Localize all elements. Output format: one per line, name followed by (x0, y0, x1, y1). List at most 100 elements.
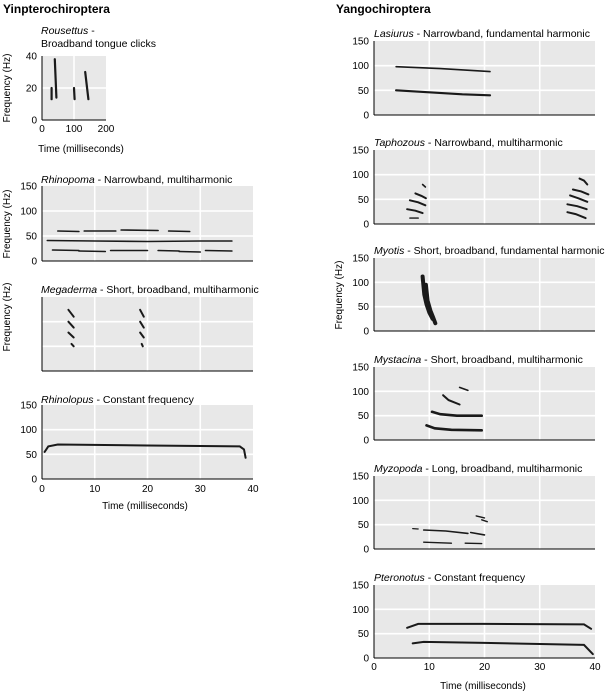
chart-panel: 0 50 100 150 Myotis - Short, broadband, fund… (334, 245, 605, 338)
call-trace (423, 541, 453, 544)
chart-panel: 0 50 100 150 Taphozous - Narrowband, multiha… (352, 137, 595, 231)
chart-panel: 0 50 100 150 Rhinopoma - Narrowband, multiha… (2, 174, 253, 268)
y-tick-label: 0 (363, 436, 369, 447)
title-description: - Short, broadband, multiharmonic (97, 284, 259, 296)
call-trace (120, 229, 159, 232)
call-trace (458, 386, 469, 392)
call-trace (566, 211, 587, 220)
call-trace (395, 65, 491, 73)
call-trace (67, 320, 75, 329)
chart-title: Taphozous - Narrowband, multiharmonic (374, 137, 563, 149)
y-tick-label: 150 (352, 146, 369, 157)
y-tick-label: 100 (352, 278, 369, 289)
y-tick-label: 50 (358, 411, 370, 422)
call-trace (422, 529, 469, 535)
x-axis-label: Time (milliseconds) (440, 681, 526, 691)
call-trace (430, 410, 483, 417)
y-tick-label: 100 (352, 61, 369, 72)
call-trace (51, 249, 80, 252)
title-description: - Narrowband, multiharmonic (425, 137, 563, 149)
call-trace (167, 230, 191, 233)
title-description: - Short, broadband, fundamental harmonic (404, 245, 604, 257)
call-trace (67, 331, 75, 339)
y-tick-label: 100 (20, 207, 37, 218)
title-genus: Pteronotus (374, 572, 426, 584)
call-trace (414, 192, 427, 200)
y-tick-label: 100 (352, 170, 369, 181)
call-trace (408, 199, 427, 207)
title-genus: Myzopoda (374, 463, 423, 475)
chart-panel: Megaderma - Short, broadband, multiharmo… (2, 283, 259, 372)
call-trace (406, 622, 593, 630)
y-tick-label: 0 (31, 257, 37, 268)
call-trace (469, 531, 486, 536)
title-description: - Narrowband, fundamental harmonic (414, 28, 590, 40)
y-axis-label: Frequency (Hz) (2, 190, 13, 259)
call-trace (425, 424, 483, 432)
call-trace (481, 519, 488, 523)
y-axis-label: Frequency (Hz) (2, 54, 13, 123)
y-tick-label: 150 (352, 363, 369, 374)
x-tick-label: 0 (371, 662, 377, 673)
y-tick-label: 50 (26, 450, 38, 461)
chart-title: Myzopoda - Long, broadband, multiharmoni… (374, 463, 582, 475)
y-tick-label: 50 (358, 86, 370, 97)
call-trace (578, 177, 589, 186)
title-genus: Rhinopoma (41, 174, 95, 186)
x-tick-label: 100 (66, 124, 83, 135)
title-genus: Rousettus (41, 25, 89, 37)
title-genus: Myotis (374, 245, 405, 257)
x-tick-label: 200 (98, 124, 115, 135)
x-tick-label: 10 (89, 484, 101, 495)
chart-title: Mystacina - Short, broadband, multiharmo… (374, 354, 583, 366)
call-trace (421, 183, 427, 188)
title-genus: Megaderma (41, 284, 97, 296)
x-tick-label: 10 (424, 662, 436, 673)
chart-title: Lasiurus - Narrowband, fundamental harmo… (374, 28, 590, 40)
y-tick-label: 0 (363, 220, 369, 231)
x-tick-label: 30 (195, 484, 207, 495)
y-tick-label: 50 (358, 302, 370, 313)
chart-panel: 0 50 100 150 Mystacina - Short, broadband, m… (352, 354, 595, 447)
y-tick-label: 150 (352, 254, 369, 265)
title-genus: Mystacina (374, 354, 421, 366)
y-tick-label: 150 (20, 182, 37, 193)
title-description: - Long, broadband, multiharmonic (422, 463, 582, 475)
y-tick-label: 20 (26, 84, 38, 95)
call-trace (411, 640, 594, 656)
x-tick-label: 20 (479, 662, 491, 673)
y-tick-label: 50 (358, 629, 370, 640)
y-tick-label: 150 (352, 581, 369, 592)
y-tick-label: 0 (31, 116, 37, 127)
x-axis-label: Time (milliseconds) (38, 144, 124, 155)
call-trace (406, 208, 424, 215)
y-tick-label: 150 (20, 401, 37, 412)
y-tick-label: 50 (358, 195, 370, 206)
chart-title: Myotis - Short, broadband, fundamental h… (374, 245, 605, 257)
title-genus: Rhinolopus (41, 394, 94, 406)
call-trace (395, 89, 492, 97)
call-trace (204, 249, 233, 252)
call-trace (78, 250, 107, 253)
call-trace (84, 70, 90, 101)
call-trace (53, 58, 58, 99)
y-tick-label: 100 (352, 387, 369, 398)
title-genus: Lasiurus (374, 28, 414, 40)
call-trace (571, 188, 590, 196)
call-trace (139, 320, 145, 329)
chart-panel: 0 50 100 150 0 10 20 30 40 Rhinolopus - Constant … (20, 394, 259, 512)
call-trace (475, 515, 486, 519)
x-tick-label: 40 (589, 662, 601, 673)
chart-panel: 0 20 40 0 100 200 Rousettus -Broadband tongue … (2, 25, 156, 155)
call-trace (67, 308, 75, 318)
call-trace (442, 394, 461, 406)
y-tick-label: 50 (358, 520, 370, 531)
call-trace (43, 443, 247, 459)
y-tick-label: 50 (26, 232, 38, 243)
heading-yangochiroptera: Yangochiroptera (336, 2, 431, 16)
y-axis-label: Frequency (Hz) (2, 283, 13, 352)
chart-panel: 0 50 100 150 Lasiurus - Narrowband, fundamen… (352, 28, 595, 122)
call-trace (139, 308, 145, 318)
chart-title: Rousettus - (41, 25, 95, 37)
